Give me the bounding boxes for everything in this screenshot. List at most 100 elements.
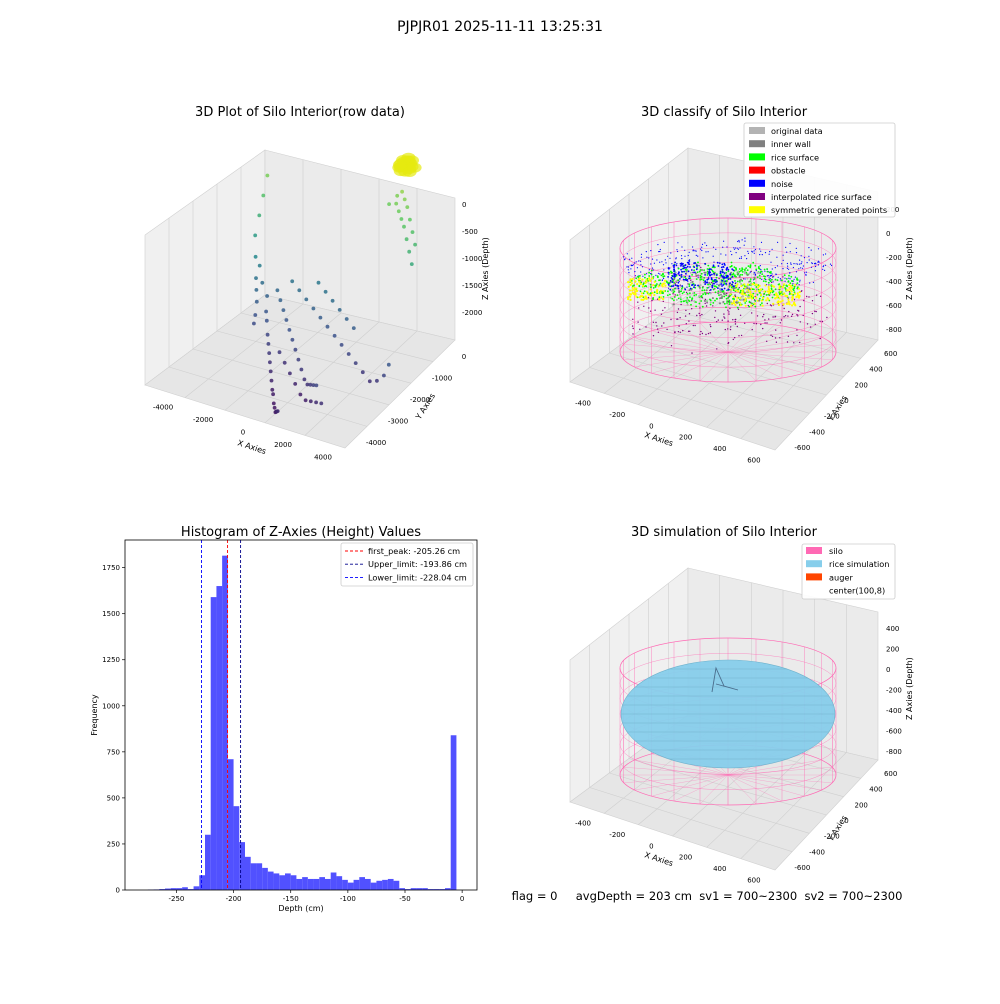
raw-3d-point — [312, 307, 316, 311]
classify-3d-rice-point — [737, 281, 739, 283]
classify-3d-interpolated-point — [820, 338, 821, 339]
classify-3d-interpolated-point — [727, 320, 728, 321]
raw-3d-point — [361, 370, 365, 374]
classify-3d-noise-point — [731, 284, 733, 286]
classify-3d-interpolated-point — [796, 329, 797, 330]
classify-3d-rice-point — [662, 273, 664, 275]
classify-3d-noise-point — [671, 263, 672, 264]
simulation-3d-y-tick: 400 — [869, 786, 882, 794]
classify-3d-interpolated-point — [794, 299, 795, 300]
simulation-3d-title: 3D simulation of Silo Interior — [631, 525, 818, 540]
classify-3d-rice-point — [739, 268, 741, 270]
classify-3d-noise-point — [739, 258, 740, 259]
classify-3d-interpolated-point — [688, 320, 689, 321]
simulation-3d-z-tick: -200 — [886, 687, 902, 695]
classify-3d-rice-point — [767, 271, 769, 273]
classify-3d-rice-point — [768, 282, 770, 284]
classify-3d-interpolated-point — [812, 300, 813, 301]
classify-3d-symmetric-point — [635, 294, 637, 296]
classify-3d-noise-point — [723, 274, 724, 275]
classify-3d-wall-point — [740, 283, 742, 285]
simulation-3d-y-tick: -400 — [809, 848, 825, 856]
histogram-bar — [205, 835, 211, 890]
classify-3d-noise-point — [670, 252, 671, 253]
classify-3d-interpolated-point — [693, 325, 694, 326]
classify-3d-noise-point — [675, 284, 677, 286]
classify-3d-interpolated-point — [800, 321, 801, 322]
classify-3d-noise-point — [694, 284, 696, 286]
classify-3d-noise-point — [805, 275, 806, 276]
classify-3d-rice-point — [638, 285, 640, 287]
classify-3d-interpolated-point — [656, 325, 657, 326]
raw-3d-point — [276, 288, 280, 292]
raw-3d-point — [265, 319, 269, 323]
histogram-bar — [331, 873, 337, 891]
classify-3d-symmetric-point — [782, 286, 784, 288]
classify-3d-noise-point — [681, 255, 682, 256]
classify-3d-noise-point — [721, 275, 723, 277]
simulation-3d-z-tick: 200 — [886, 646, 899, 654]
classify-3d-symmetric-point — [768, 292, 770, 294]
classify-3d-rice-point — [705, 293, 707, 295]
classify-3d-interpolated-point — [820, 296, 821, 297]
histogram-bar — [262, 868, 268, 890]
classify-3d-noise-point — [723, 263, 725, 265]
classify-3d-symmetric-point — [661, 284, 663, 286]
classify-3d-legend-box — [744, 123, 895, 217]
simulation-3d-x-tick: -200 — [609, 831, 625, 839]
classify-3d-interpolated-point — [700, 267, 701, 268]
histogram-bar — [234, 806, 240, 890]
classify-3d-noise-point — [684, 279, 686, 281]
classify-3d-rice-point — [793, 289, 795, 291]
classify-3d-interpolated-point — [799, 306, 800, 307]
classify-3d-noise-point — [719, 262, 721, 264]
classify-3d-rice-point — [714, 300, 716, 302]
figure-suptitle: PJPJR01 2025-11-11 13:25:31 — [397, 19, 603, 35]
classify-3d-noise-point — [704, 263, 706, 265]
classify-3d-interpolated-point — [776, 342, 777, 343]
classify-3d-interpolated-point — [744, 323, 745, 324]
classify-3d-rice-point — [772, 290, 774, 292]
classify-3d-interpolated-point — [806, 296, 807, 297]
classify-3d-symmetric-point — [789, 303, 791, 305]
classify-3d-symmetric-point — [663, 290, 665, 292]
classify-3d-noise-point — [808, 256, 809, 257]
classify-3d-rice-point — [754, 306, 756, 308]
classify-3d-interpolated-point — [653, 335, 654, 336]
raw-3d-point — [345, 317, 349, 321]
classify-3d-rice-point — [763, 293, 765, 295]
classify-3d-interpolated-point — [663, 301, 664, 302]
classify-3d-noise-point — [698, 277, 699, 278]
simulation-3d-x-tick: 400 — [713, 865, 726, 873]
classify-3d-interpolated-point — [779, 337, 780, 338]
simulation-3d-z-tick: -400 — [886, 707, 902, 715]
classify-3d-noise-point — [684, 265, 686, 267]
classify-3d-noise-point — [685, 267, 687, 269]
classify-3d-rice-point — [695, 306, 697, 308]
classify-3d-noise-point — [745, 278, 746, 279]
classify-3d-noise-point — [772, 273, 773, 274]
classify-3d-wall-point — [687, 304, 689, 306]
classify-3d-noise-point — [754, 253, 755, 254]
classify-3d-noise-point — [672, 281, 674, 283]
classify-3d-noise-point — [786, 252, 787, 253]
classify-3d-noise-point — [716, 281, 718, 283]
classify-3d-rice-point — [750, 264, 752, 266]
classify-3d-noise-point — [685, 273, 687, 275]
classify-3d-interpolated-point — [739, 287, 740, 288]
classify-3d-interpolated-point — [715, 310, 716, 311]
classify-3d-interpolated-point — [787, 341, 788, 342]
classify-3d-noise-point — [724, 280, 726, 282]
classify-3d-z-tick: -400 — [886, 278, 902, 286]
classify-3d-symmetric-point — [762, 305, 764, 307]
raw-3d-point — [400, 217, 404, 221]
classify-3d-wall-point — [719, 290, 721, 292]
classify-3d-rice-point — [697, 262, 699, 264]
classify-3d-noise-point — [648, 257, 649, 258]
classify-3d-noise-point — [680, 263, 682, 265]
raw-3d-title: 3D Plot of Silo Interior(row data) — [195, 105, 405, 120]
classify-3d-noise-point — [699, 265, 700, 266]
classify-3d-symmetric-point — [798, 296, 800, 298]
classify-3d-wall-point — [676, 280, 678, 282]
